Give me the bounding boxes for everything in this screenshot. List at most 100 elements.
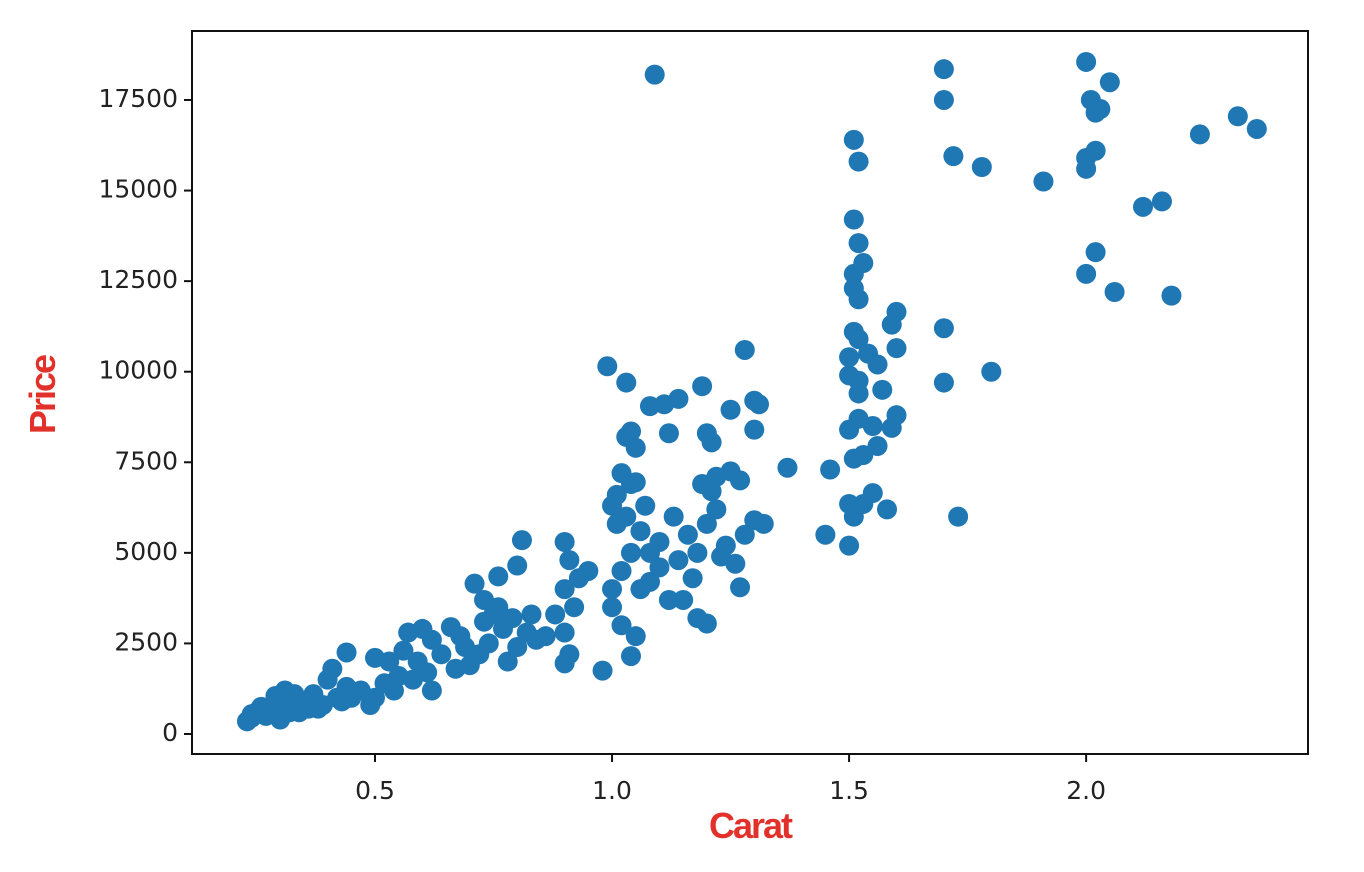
- point: [545, 604, 566, 625]
- point: [1076, 158, 1097, 179]
- y-tick-label: 10000: [98, 356, 178, 385]
- point: [848, 151, 869, 172]
- point: [687, 608, 708, 629]
- point: [649, 531, 670, 552]
- y-tick-label: 17500: [98, 84, 178, 113]
- point: [886, 338, 907, 359]
- point: [730, 470, 751, 491]
- point: [521, 604, 542, 625]
- y-tick-label: 2500: [114, 627, 178, 656]
- point: [706, 499, 727, 520]
- point: [848, 233, 869, 254]
- y-tick-label: 12500: [98, 265, 178, 294]
- x-tick-label: 1.5: [829, 776, 869, 805]
- point: [1227, 106, 1248, 127]
- point: [568, 568, 589, 589]
- point: [450, 626, 471, 647]
- point: [507, 637, 528, 658]
- point: [625, 437, 646, 458]
- point: [507, 555, 528, 576]
- point: [364, 647, 385, 668]
- point: [398, 622, 419, 643]
- point: [839, 535, 860, 556]
- point: [839, 347, 860, 368]
- point: [1133, 196, 1154, 217]
- point: [511, 530, 532, 551]
- point: [1189, 124, 1210, 145]
- point: [692, 376, 713, 397]
- point: [753, 513, 774, 534]
- point: [701, 481, 722, 502]
- y-tick-label: 15000: [98, 175, 178, 204]
- point: [943, 146, 964, 167]
- point: [611, 560, 632, 581]
- point: [1085, 102, 1106, 123]
- point: [696, 513, 717, 534]
- y-axis-label: Price: [22, 355, 63, 434]
- point: [1151, 191, 1172, 212]
- point: [564, 597, 585, 618]
- point: [663, 506, 684, 527]
- point: [592, 660, 613, 681]
- x-tick-label: 1.0: [592, 776, 632, 805]
- x-tick-label: 2.0: [1066, 776, 1106, 805]
- point: [744, 419, 765, 440]
- point: [602, 597, 623, 618]
- point: [734, 339, 755, 360]
- point: [1033, 171, 1054, 192]
- point: [1076, 263, 1097, 284]
- point: [701, 432, 722, 453]
- plot-frame: [191, 30, 1309, 755]
- point: [815, 524, 836, 545]
- point: [1161, 285, 1182, 306]
- point: [658, 423, 679, 444]
- point: [682, 568, 703, 589]
- point: [464, 573, 485, 594]
- point: [1085, 140, 1106, 161]
- point: [749, 394, 770, 415]
- point: [341, 687, 362, 708]
- point: [616, 372, 637, 393]
- point: [611, 615, 632, 636]
- point: [933, 59, 954, 80]
- point: [867, 435, 888, 456]
- point: [933, 89, 954, 110]
- point: [621, 421, 642, 442]
- point: [393, 640, 414, 661]
- point: [559, 550, 580, 571]
- point: [421, 680, 442, 701]
- point: [602, 579, 623, 600]
- point: [265, 685, 286, 706]
- point: [673, 589, 694, 610]
- point: [554, 622, 575, 643]
- point: [872, 379, 893, 400]
- point: [417, 662, 438, 683]
- point: [971, 157, 992, 178]
- point: [877, 499, 898, 520]
- point: [1099, 72, 1120, 93]
- point: [1246, 118, 1267, 139]
- point: [474, 611, 495, 632]
- point: [843, 263, 864, 284]
- point: [948, 506, 969, 527]
- point: [308, 698, 329, 719]
- point: [445, 658, 466, 679]
- point: [597, 356, 618, 377]
- point: [711, 546, 732, 567]
- y-tick-label: 0: [162, 718, 178, 747]
- point: [602, 495, 623, 516]
- point: [241, 704, 262, 725]
- point: [862, 416, 883, 437]
- point: [848, 329, 869, 350]
- x-axis-label: Carat: [709, 805, 793, 846]
- point: [658, 589, 679, 610]
- point: [687, 542, 708, 563]
- point: [554, 653, 575, 674]
- point: [554, 531, 575, 552]
- point: [625, 472, 646, 493]
- point: [535, 626, 556, 647]
- point: [497, 651, 518, 672]
- point: [668, 388, 689, 409]
- point: [730, 577, 751, 598]
